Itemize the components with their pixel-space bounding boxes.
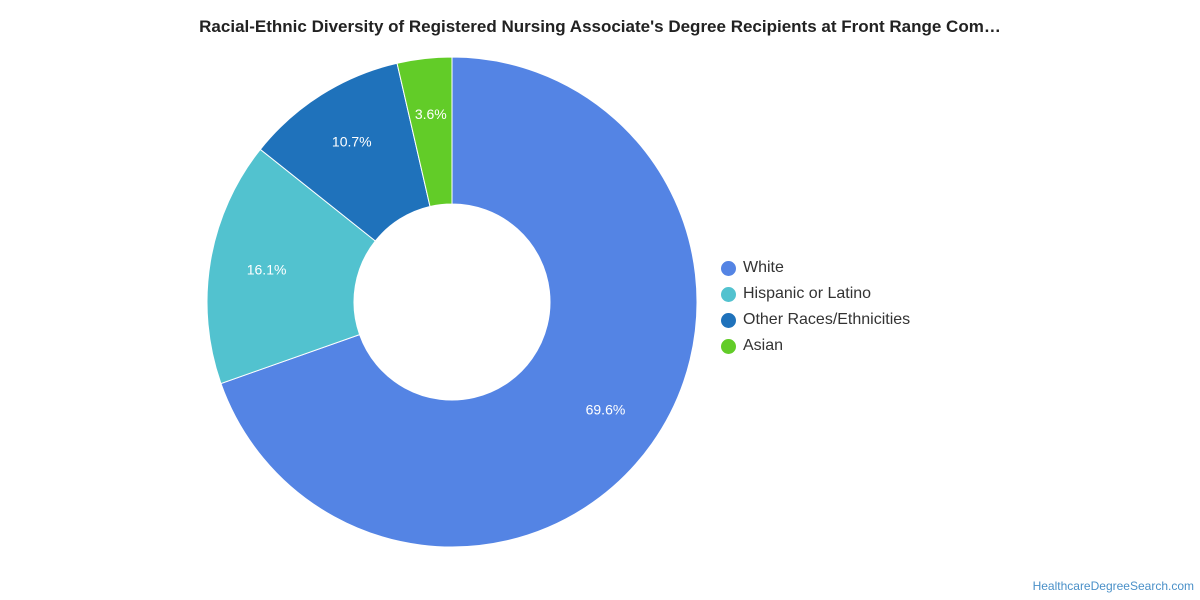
legend-label: Other Races/Ethnicities: [743, 311, 911, 328]
legend-swatch: [721, 260, 736, 276]
legend-swatch: [721, 286, 736, 302]
slice-labels: 69.6% 16.1% 10.7% 3.6%: [247, 106, 626, 417]
legend-item-white[interactable]: White: [721, 255, 910, 281]
slice-label-white: 69.6%: [586, 401, 626, 417]
slice-label-asian: 3.6%: [415, 106, 447, 122]
source-credit[interactable]: HealthcareDegreeSearch.com: [1032, 579, 1194, 593]
chart-title: Racial-Ethnic Diversity of Registered Nu…: [199, 17, 1001, 36]
legend-item-asian[interactable]: Asian: [721, 333, 910, 359]
slice-label-hispanic-or-latino: 16.1%: [247, 262, 287, 278]
legend-item-other-races-ethnicities[interactable]: Other Races/Ethnicities: [721, 307, 910, 333]
slice-white[interactable]: [220, 56, 698, 548]
legend-swatch: [721, 312, 736, 328]
legend-label: Hispanic or Latino: [743, 285, 872, 302]
slice-other-races-ethnicities[interactable]: [259, 62, 431, 242]
legend-label: Asian: [743, 337, 784, 354]
legend-label: White: [743, 259, 784, 276]
slice-asian[interactable]: [396, 56, 453, 208]
legend-swatch: [721, 338, 736, 354]
chart-legend: White Hispanic or Latino Other Races/Ethni…: [721, 255, 910, 359]
slice-label-other-races-ethnicities: 10.7%: [332, 134, 372, 150]
donut-slices: [206, 56, 698, 548]
legend-item-hispanic-or-latino[interactable]: Hispanic or Latino: [721, 281, 910, 307]
